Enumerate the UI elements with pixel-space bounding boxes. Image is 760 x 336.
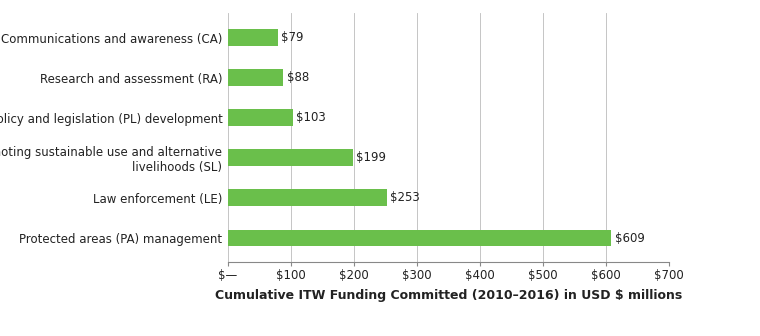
Text: $103: $103 xyxy=(296,111,326,124)
Bar xyxy=(228,229,612,246)
Bar xyxy=(228,69,283,86)
Bar xyxy=(228,150,353,166)
Text: $88: $88 xyxy=(287,71,309,84)
Bar xyxy=(228,190,388,206)
X-axis label: Cumulative ITW Funding Committed (2010–2016) in USD $ millions: Cumulative ITW Funding Committed (2010–2… xyxy=(215,289,682,302)
Bar xyxy=(228,109,293,126)
Text: $79: $79 xyxy=(281,31,303,44)
Text: $199: $199 xyxy=(356,151,387,164)
Text: $609: $609 xyxy=(615,232,644,245)
Text: $253: $253 xyxy=(391,192,420,204)
Bar xyxy=(228,29,277,46)
